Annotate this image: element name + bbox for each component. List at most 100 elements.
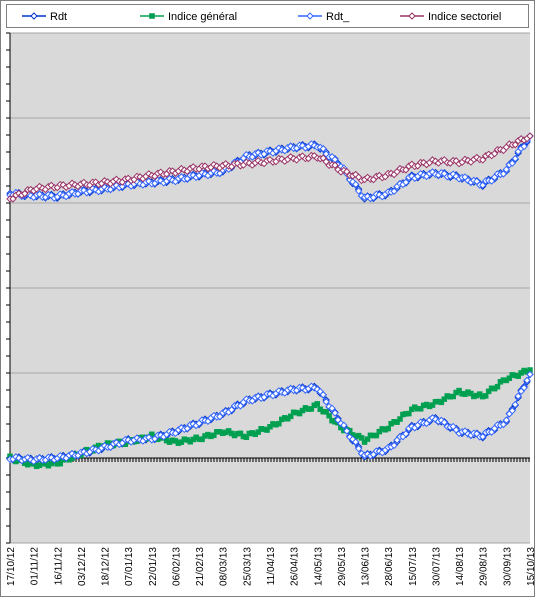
data-point [313, 385, 321, 394]
data-point [514, 392, 522, 400]
data-point [80, 448, 88, 456]
legend-item: Indice sectoriel [400, 11, 501, 23]
data-point [267, 424, 273, 430]
data-point [485, 388, 492, 395]
data-point [337, 419, 345, 428]
data-point [323, 409, 329, 415]
data-point [402, 430, 410, 438]
x-axis: 17/10/12 01/11/12 16/11/12 03/12/12 18/12/12… [6, 457, 535, 586]
legend-item: Rdt_ [298, 11, 350, 23]
series-rdt- [6, 370, 534, 466]
data-point [363, 173, 372, 182]
data-point [502, 165, 511, 174]
legend-label: Rdt_ [326, 11, 350, 23]
x-tick-label: 29/05/13 [337, 547, 348, 586]
legend-item: Indice général [140, 11, 237, 23]
data-point [520, 384, 528, 392]
x-tick-label: 13/06/13 [361, 547, 372, 586]
data-point [417, 406, 424, 412]
data-point [237, 430, 244, 437]
data-point [358, 435, 365, 441]
data-point [331, 161, 339, 169]
data-point [328, 404, 336, 413]
data-point [189, 163, 197, 171]
data-point [245, 159, 254, 167]
data-point [178, 439, 185, 445]
x-tick-label: 21/02/13 [195, 547, 206, 586]
x-tick-label: 18/12/12 [101, 547, 112, 586]
data-point [429, 402, 436, 408]
data-point [499, 420, 508, 429]
data-point [308, 406, 315, 412]
data-point [440, 418, 449, 427]
data-point [343, 167, 351, 176]
data-point [408, 12, 416, 20]
data-point [306, 12, 314, 20]
x-tick-label: 30/07/13 [431, 547, 442, 586]
data-point [254, 149, 262, 157]
x-tick-label: 08/03/13 [219, 547, 230, 586]
data-point [390, 187, 398, 195]
data-point [325, 402, 333, 411]
series-layer [6, 132, 534, 470]
data-point [354, 444, 363, 453]
data-point [326, 412, 332, 419]
data-point [354, 187, 363, 195]
data-point [211, 432, 217, 439]
legend-box [6, 4, 529, 28]
data-point [351, 180, 360, 189]
data-point [331, 409, 339, 417]
data-point [511, 400, 519, 409]
data-point [276, 420, 282, 427]
data-point [30, 12, 38, 20]
data-point [494, 383, 501, 390]
legend-item: Rdt [22, 11, 67, 23]
data-point [406, 410, 412, 417]
x-tick-label: 29/08/13 [479, 547, 490, 586]
plot-area: 17/10/12 01/11/12 16/11/12 03/12/12 18/12/12… [6, 32, 535, 586]
data-point [450, 393, 456, 400]
legend-label: Indice sectoriel [428, 11, 501, 23]
data-point [296, 410, 303, 417]
data-point [343, 427, 351, 435]
legend-label: Rdt [50, 11, 67, 23]
data-point [482, 393, 489, 399]
x-tick-label: 22/01/13 [148, 547, 159, 586]
data-point [364, 436, 371, 442]
data-point [385, 425, 391, 432]
data-point [523, 376, 531, 385]
data-point [346, 176, 354, 184]
series-indice-sectoriel [6, 132, 534, 203]
data-point [456, 387, 462, 394]
x-tick-label: 07/01/13 [124, 547, 135, 586]
data-point [390, 441, 398, 450]
data-point [255, 429, 261, 435]
data-point [213, 162, 221, 170]
data-point [254, 392, 262, 401]
data-point [506, 375, 513, 381]
data-point [479, 156, 487, 164]
data-point [254, 156, 262, 165]
data-point [227, 406, 236, 414]
data-point [499, 170, 508, 178]
data-point [322, 398, 330, 406]
x-tick-label: 14/05/13 [313, 547, 324, 586]
data-point [526, 132, 534, 140]
data-point [112, 181, 121, 190]
legend-label: Indice général [168, 11, 237, 23]
data-point [314, 401, 321, 407]
data-point [508, 159, 516, 167]
x-tick-label: 30/09/13 [502, 547, 513, 586]
data-point [346, 433, 354, 441]
data-point [319, 391, 327, 399]
data-point [490, 149, 499, 158]
x-tick-label: 25/03/13 [242, 547, 253, 586]
x-tick-label: 17/10/12 [6, 547, 17, 586]
data-point [286, 384, 295, 393]
data-point [431, 157, 440, 165]
data-point [502, 416, 511, 424]
x-tick-label: 16/11/12 [53, 547, 64, 586]
data-point [373, 432, 380, 439]
data-point [21, 189, 29, 198]
